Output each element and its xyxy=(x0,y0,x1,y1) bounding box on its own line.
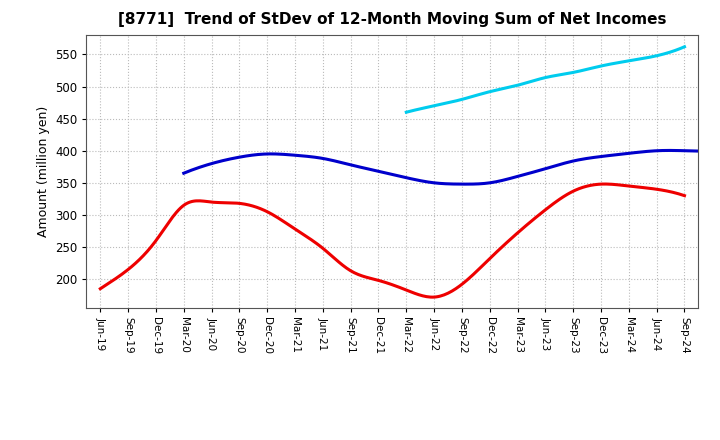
Y-axis label: Amount (million yen): Amount (million yen) xyxy=(37,106,50,237)
Legend: 3 Years, 5 Years, 7 Years, 10 Years: 3 Years, 5 Years, 7 Years, 10 Years xyxy=(200,438,585,440)
Title: [8771]  Trend of StDev of 12-Month Moving Sum of Net Incomes: [8771] Trend of StDev of 12-Month Moving… xyxy=(118,12,667,27)
